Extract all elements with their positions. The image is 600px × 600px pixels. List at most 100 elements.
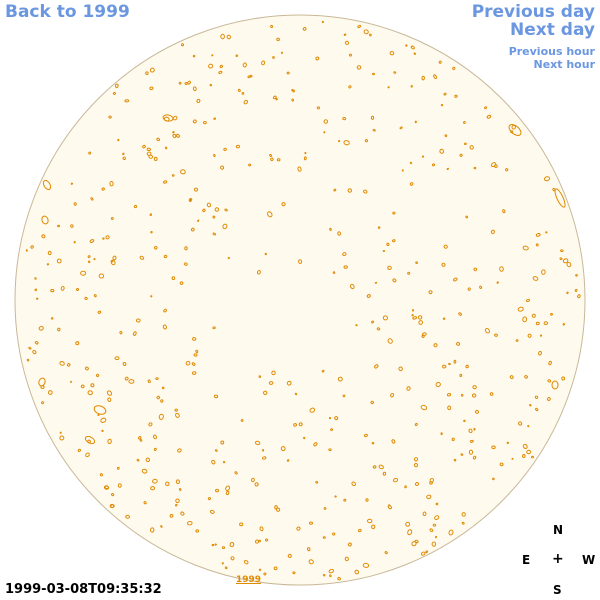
feature-contour bbox=[323, 119, 329, 124]
feature-contour bbox=[275, 97, 278, 101]
feature-contour bbox=[75, 288, 79, 291]
feature-contour bbox=[409, 182, 414, 186]
feature-contour bbox=[106, 390, 113, 396]
feature-contour bbox=[330, 428, 334, 432]
feature-contour bbox=[192, 371, 197, 375]
feature-contour bbox=[502, 209, 506, 214]
previous-hour-link[interactable]: Previous hour bbox=[508, 45, 595, 58]
feature-contour bbox=[270, 24, 274, 29]
feature-contour bbox=[366, 294, 371, 298]
feature-contour bbox=[50, 317, 54, 320]
feature-contour bbox=[133, 204, 138, 209]
feature-contour bbox=[211, 54, 214, 57]
feature-contour bbox=[259, 526, 264, 532]
feature-contour bbox=[187, 520, 193, 526]
feature-contour bbox=[112, 91, 116, 95]
feature-contour bbox=[387, 265, 392, 270]
feature-contour bbox=[446, 167, 450, 171]
feature-contour bbox=[155, 377, 159, 380]
feature-contour bbox=[343, 33, 347, 36]
feature-contour bbox=[323, 131, 326, 134]
feature-contour bbox=[152, 478, 158, 484]
feature-contour bbox=[541, 269, 546, 275]
feature-contour bbox=[532, 276, 539, 281]
feature-contour bbox=[156, 137, 161, 142]
feature-contour bbox=[273, 566, 278, 571]
feature-contour bbox=[184, 246, 188, 251]
feature-contour bbox=[434, 515, 440, 520]
feature-contour bbox=[441, 262, 446, 267]
feature-contour bbox=[444, 134, 448, 138]
feature-contour bbox=[414, 422, 418, 427]
feature-contour bbox=[258, 568, 262, 571]
feature-contour bbox=[434, 535, 438, 539]
feature-contour bbox=[221, 546, 226, 550]
feature-contour bbox=[547, 397, 551, 401]
feature-contour bbox=[429, 481, 433, 485]
feature-contour bbox=[472, 455, 477, 460]
feature-contour bbox=[149, 213, 153, 217]
feature-contour bbox=[195, 349, 199, 354]
feature-contour bbox=[262, 449, 265, 452]
feature-contour bbox=[522, 245, 529, 251]
feature-contour bbox=[41, 215, 49, 225]
feature-contour bbox=[112, 255, 117, 261]
feature-contour bbox=[93, 405, 107, 415]
feature-contour bbox=[496, 281, 499, 284]
feature-contour bbox=[384, 551, 388, 555]
feature-contour bbox=[222, 223, 228, 230]
feature-contour bbox=[150, 230, 153, 234]
feature-contour bbox=[262, 456, 267, 460]
feature-contour bbox=[426, 494, 432, 500]
feature-contour bbox=[47, 390, 53, 395]
feature-contour bbox=[467, 287, 471, 291]
feature-contour bbox=[258, 375, 261, 378]
compass-east-label: E bbox=[522, 553, 531, 567]
feature-contour bbox=[148, 154, 154, 159]
feature-contour bbox=[280, 446, 286, 452]
feature-contour bbox=[344, 40, 350, 45]
feature-contour bbox=[453, 277, 458, 282]
feature-contour bbox=[456, 341, 461, 346]
feature-contour bbox=[287, 553, 292, 558]
previous-day-link[interactable]: Previous day bbox=[471, 2, 595, 22]
feature-contour bbox=[322, 573, 326, 577]
feature-contour bbox=[337, 231, 342, 236]
compass-west-label: W bbox=[582, 553, 596, 567]
feature-contour bbox=[473, 166, 477, 170]
feature-contour bbox=[489, 392, 494, 396]
feature-contour bbox=[208, 63, 214, 69]
feature-contour bbox=[303, 436, 306, 440]
feature-contour bbox=[526, 298, 530, 303]
feature-contour bbox=[162, 180, 168, 184]
feature-contour bbox=[473, 267, 478, 272]
feature-contour bbox=[34, 341, 39, 345]
feature-contour bbox=[145, 457, 151, 463]
next-hour-link[interactable]: Next hour bbox=[533, 58, 596, 71]
feature-contour bbox=[389, 50, 395, 56]
feature-contour bbox=[153, 434, 157, 440]
feature-contour bbox=[280, 51, 284, 54]
next-day-link[interactable]: Next day bbox=[510, 20, 595, 40]
feature-contour bbox=[494, 333, 498, 337]
feature-contour bbox=[329, 574, 332, 578]
feature-contour bbox=[509, 375, 514, 380]
feature-contour bbox=[250, 477, 255, 483]
back-to-year-link[interactable]: Back to 1999 bbox=[5, 2, 130, 22]
feature-contour bbox=[243, 99, 249, 105]
feature-contour bbox=[46, 263, 50, 266]
feature-contour bbox=[392, 477, 399, 483]
feature-contour bbox=[407, 529, 413, 536]
feature-contour bbox=[84, 296, 88, 300]
feature-contour bbox=[390, 392, 395, 398]
feature-contour bbox=[215, 488, 219, 493]
feature-contour bbox=[117, 138, 120, 142]
feature-contour bbox=[354, 569, 360, 575]
feature-contour bbox=[522, 316, 528, 323]
feature-contour bbox=[254, 440, 261, 446]
feature-contour bbox=[506, 441, 509, 445]
feature-contour bbox=[421, 75, 425, 81]
feature-contour bbox=[161, 386, 165, 390]
feature-contour bbox=[193, 187, 199, 192]
year-link[interactable]: 1999 bbox=[236, 575, 262, 585]
